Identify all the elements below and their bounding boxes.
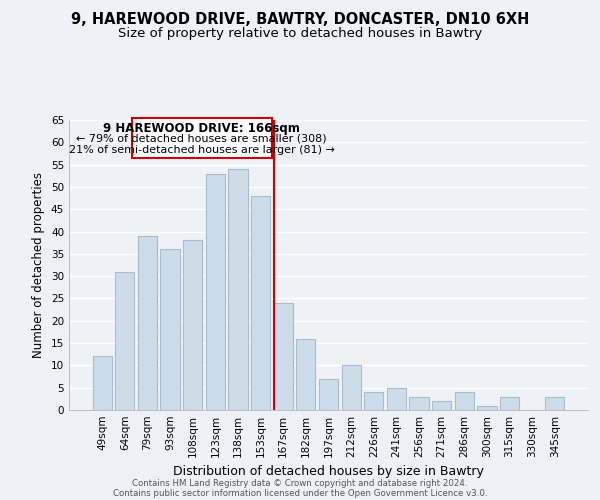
Y-axis label: Number of detached properties: Number of detached properties (32, 172, 46, 358)
Bar (138, 236, 157, 410)
Text: 9 HAREWOOD DRIVE: 166sqm: 9 HAREWOOD DRIVE: 166sqm (103, 122, 300, 135)
Bar (500, 396, 519, 410)
Bar (477, 406, 497, 410)
Bar (206, 174, 225, 410)
Bar (341, 366, 361, 410)
Text: 21% of semi-detached houses are larger (81) →: 21% of semi-detached houses are larger (… (69, 144, 335, 154)
Text: 9, HAREWOOD DRIVE, BAWTRY, DONCASTER, DN10 6XH: 9, HAREWOOD DRIVE, BAWTRY, DONCASTER, DN… (71, 12, 529, 28)
Text: ← 79% of detached houses are smaller (308): ← 79% of detached houses are smaller (30… (76, 134, 327, 143)
Text: Contains HM Land Registry data © Crown copyright and database right 2024.: Contains HM Land Registry data © Crown c… (132, 478, 468, 488)
Bar (92, 356, 112, 410)
Bar (387, 388, 406, 410)
Bar (545, 396, 565, 410)
Bar (432, 401, 451, 410)
Bar (409, 396, 428, 410)
FancyBboxPatch shape (131, 118, 272, 158)
Bar (183, 240, 202, 410)
Bar (229, 169, 248, 410)
Bar (296, 338, 316, 410)
Bar (251, 196, 270, 410)
Bar (455, 392, 474, 410)
X-axis label: Distribution of detached houses by size in Bawtry: Distribution of detached houses by size … (173, 466, 484, 478)
Bar (115, 272, 134, 410)
Bar (274, 303, 293, 410)
Bar (160, 250, 180, 410)
Bar (319, 379, 338, 410)
Text: Contains public sector information licensed under the Open Government Licence v3: Contains public sector information licen… (113, 488, 487, 498)
Text: Size of property relative to detached houses in Bawtry: Size of property relative to detached ho… (118, 28, 482, 40)
Bar (364, 392, 383, 410)
